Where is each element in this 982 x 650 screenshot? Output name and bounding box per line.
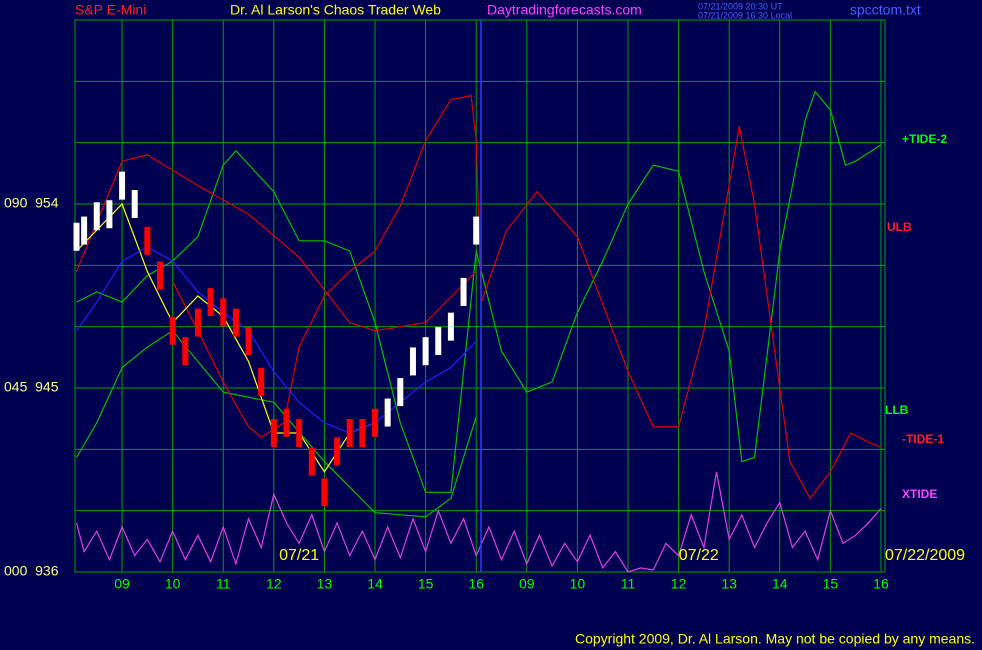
x-tick-label: 16 xyxy=(873,576,889,592)
y-tick-label: 090 954 xyxy=(4,195,59,211)
price-bar xyxy=(334,437,341,466)
price-bar xyxy=(119,171,126,200)
price-bar xyxy=(106,200,113,229)
x-tick-label: 16 xyxy=(468,576,484,592)
x-tick-label: 10 xyxy=(570,576,586,592)
price-bar xyxy=(73,222,80,251)
price-bar xyxy=(372,408,379,437)
x-tick-label: 09 xyxy=(519,576,535,592)
price-bar xyxy=(169,316,176,345)
timestamp: 07/21/2009 16:30 Local xyxy=(698,10,792,20)
series-line xyxy=(76,202,376,473)
price-bar xyxy=(397,378,404,407)
series-line xyxy=(76,246,477,434)
site: Daytradingforecasts.com xyxy=(487,2,642,18)
price-bar xyxy=(308,447,315,476)
x-tick-label: 11 xyxy=(216,576,231,592)
price-bar xyxy=(144,226,151,255)
price-bar xyxy=(194,308,201,337)
x-tick-label: 09 xyxy=(114,576,130,592)
price-bar xyxy=(207,288,214,317)
legend-entry: +TIDE-2 xyxy=(902,132,947,146)
x-tick-label: 13 xyxy=(317,576,333,592)
price-bar xyxy=(81,216,88,245)
y-tick-label: 000 936 xyxy=(4,563,59,579)
series-line xyxy=(75,154,477,332)
y-tick-label: 045 945 xyxy=(4,379,59,395)
x-tick-label: 15 xyxy=(418,576,434,592)
price-bar xyxy=(245,326,252,355)
price-bar xyxy=(422,337,429,366)
symbol: S&P E-Mini xyxy=(75,2,146,18)
price-bar xyxy=(270,418,277,447)
legend-entry: XTIDE xyxy=(902,487,937,501)
series-line xyxy=(75,471,882,573)
price-bar xyxy=(346,418,353,447)
price-bar xyxy=(409,347,416,376)
legend-entry: ULB xyxy=(887,220,912,234)
x-tick-label: 11 xyxy=(621,576,636,592)
timestamp: 07/21/2009 20:30 UT xyxy=(698,1,783,11)
price-bar xyxy=(384,398,391,427)
chart-title: Dr. Al Larson's Chaos Trader Web xyxy=(230,2,441,18)
x-tick-label: 12 xyxy=(671,576,687,592)
price-bar xyxy=(283,408,290,437)
price-bar xyxy=(359,418,366,447)
x-tick-label: 14 xyxy=(772,576,788,592)
price-bar xyxy=(473,216,480,245)
x-tick-label: 15 xyxy=(823,576,839,592)
x-tick-label: 12 xyxy=(266,576,282,592)
price-bar xyxy=(435,326,442,355)
date-label: 07/21 xyxy=(279,547,319,564)
x-tick-label: 10 xyxy=(165,576,181,592)
date-label: 07/22 xyxy=(679,547,719,564)
x-tick-label: 13 xyxy=(721,576,737,592)
plot-area xyxy=(74,19,886,573)
series-line xyxy=(75,330,477,518)
price-bar xyxy=(156,261,163,290)
price-bar xyxy=(131,190,138,218)
price-bar xyxy=(220,298,227,327)
price-bar xyxy=(182,337,189,366)
price-bar xyxy=(296,418,303,447)
price-bar xyxy=(93,202,100,231)
series-line xyxy=(76,90,882,493)
price-bar xyxy=(447,312,454,341)
legend-entry: -TIDE-1 xyxy=(902,432,944,446)
copyright: Copyright 2009, Dr. Al Larson. May not b… xyxy=(575,631,975,647)
price-bar xyxy=(258,367,265,396)
price-bar xyxy=(460,277,467,306)
price-bar xyxy=(321,478,328,507)
end-date: 07/22/2009 xyxy=(885,547,965,564)
price-bar xyxy=(232,308,239,337)
file-name: spcctom.txt xyxy=(850,2,921,18)
legend-entry: LLB xyxy=(885,403,909,417)
x-tick-label: 14 xyxy=(367,576,383,592)
